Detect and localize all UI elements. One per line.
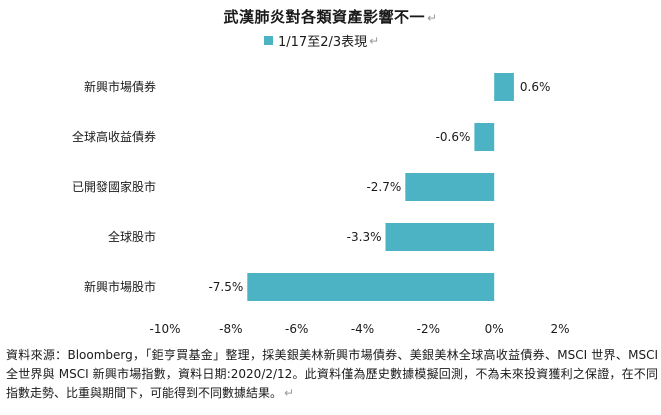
- source-note-paragraph-mark-icon: ↵: [284, 386, 295, 400]
- source-note: 資料來源：Bloomberg，「鉅亨買基金」整理，採美銀美林新興市場債券、美銀美…: [6, 346, 658, 403]
- x-tick-label-1: -8%: [219, 322, 242, 336]
- category-label-3: 全球股市: [108, 229, 156, 244]
- chart-legend: 1/17至2/3表現 ↵: [264, 31, 379, 50]
- data-label-4: -7.5%: [208, 280, 243, 294]
- source-note-text: 資料來源：Bloomberg，「鉅亨買基金」整理，採美銀美林新興市場債券、美銀美…: [6, 348, 658, 400]
- legend-label: 1/17至2/3表現: [278, 35, 368, 50]
- x-tick-label-6: 2%: [550, 322, 569, 336]
- x-tick-label-2: -6%: [285, 322, 308, 336]
- data-label-1: -0.6%: [436, 130, 471, 144]
- chart-title: 武漢肺炎對各類資產影響不一 ↵: [0, 6, 661, 27]
- legend-swatch: [264, 36, 273, 45]
- x-tick-label-4: -2%: [417, 322, 440, 336]
- category-label-2: 已開發國家股市: [72, 179, 156, 194]
- category-label-0: 新興市場債券: [84, 79, 156, 94]
- data-label-3: -3.3%: [347, 230, 382, 244]
- bar-chart: 新興市場債券 0.6% 全球高收益債券 -0.6% 已開發國家股市 -2.7% 全球股市 -3…: [72, 73, 570, 336]
- bar-3: [385, 223, 495, 251]
- bar-4: [247, 273, 495, 301]
- category-label-4: 新興市場股市: [84, 279, 156, 294]
- category-label-1: 全球高收益債券: [72, 129, 156, 144]
- bar-1: [474, 123, 495, 151]
- chart-title-text: 武漢肺炎對各類資產影響不一: [223, 8, 425, 26]
- bar-2: [405, 173, 495, 201]
- legend-paragraph-mark-icon: ↵: [369, 33, 380, 48]
- data-label-0: 0.6%: [520, 80, 551, 94]
- x-tick-label-5: 0%: [485, 322, 504, 336]
- data-label-2: -2.7%: [366, 180, 401, 194]
- x-tick-label-3: -4%: [351, 322, 374, 336]
- paragraph-mark-icon: ↵: [426, 11, 438, 25]
- bar-0: [494, 73, 514, 101]
- x-tick-label-0: -10%: [149, 322, 180, 336]
